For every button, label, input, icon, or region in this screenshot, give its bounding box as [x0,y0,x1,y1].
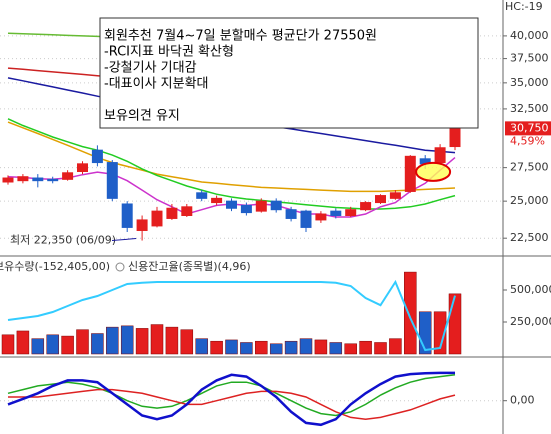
volume-bar [165,326,179,355]
y-tick-label: 37,500 [510,52,549,65]
volume-bar [120,325,134,355]
annotation-text: -대표이사 지분확대 [104,77,209,92]
volume-bar [269,343,283,355]
candle-body [270,200,282,211]
line-series [7,371,455,427]
annotation-box [99,17,479,129]
y-tick-label: 0,00 [510,394,535,407]
candle-body [389,192,401,199]
volume-bar [299,338,313,355]
volume-bar [225,339,238,355]
legend-marker [115,262,125,272]
candle-body [255,200,267,212]
volume-bar [255,340,268,355]
candle-body [77,163,88,172]
volume-bar [210,340,223,355]
volume-bar [31,338,45,355]
corner-label: HC:-19 [505,0,543,13]
low-arrow [111,238,137,242]
candle-body [285,209,297,219]
candle-body [315,213,327,221]
volume-bar [359,340,372,355]
candle-body [404,155,416,192]
volume-bar [106,326,119,355]
candle-body [375,195,386,204]
volume-bar [1,334,15,355]
candle-body [151,210,163,227]
y-tick-label: 250,000 [510,315,551,328]
candle-body [360,202,372,211]
candle-body [300,210,312,228]
candle-body [2,177,14,183]
volume-bar [314,339,328,355]
candle-body [181,206,193,217]
volume-bar [150,324,164,355]
line-series [7,118,456,210]
candle-body [32,177,44,182]
last-price-label: 30,750 [510,121,549,134]
y-tick-label: 40,000 [510,29,549,42]
candle-body [345,209,357,217]
candle-body [196,192,208,199]
volume-bar [344,343,357,355]
volume-bar [76,329,89,355]
annotation-text: 보유의견 유지 [104,109,180,124]
legend-text: 신용잔고율(종목별)(4,96) [128,260,251,273]
candle-body [240,204,252,214]
volume-bar [284,340,298,355]
candle-body [91,149,103,164]
volume-bar [180,329,194,355]
line-series [7,374,456,417]
candle-body [449,127,461,148]
legend-text: 보유수량(-152,405,00) [0,260,110,273]
annotation-text: 회원추천 7월4~7일 분할매수 평균단가 27550원 [104,29,377,44]
line-series [8,388,456,420]
volume-bar [91,333,104,355]
volume-bar [16,330,30,355]
y-tick-label: 22,500 [510,231,549,244]
volume-bar [195,338,208,355]
y-tick-label: 500,000 [510,283,551,296]
annotation-text: -RCI지표 바닥권 확산형 [104,45,234,60]
line-series [7,279,456,352]
volume-bar [448,293,462,355]
volume-bar [329,342,343,355]
volume-bar [389,338,402,355]
low-annotation: 최저 22,350 (06/09) [10,234,116,247]
candle-body [136,219,148,231]
candle-body [211,197,223,204]
candle-body [106,162,118,199]
candle-body [62,172,74,180]
y-tick-label: 32,500 [510,102,549,115]
line-series [7,121,456,193]
candle-body [330,210,342,217]
candle-body [226,200,237,209]
candle-body [17,176,29,182]
y-tick-label: 35,000 [510,76,549,89]
volume-bar [374,342,387,355]
volume-bar [61,335,74,355]
highlight-ellipse [415,161,452,182]
last-price-box [505,121,551,136]
volume-bar [404,271,417,355]
candle-body [434,147,446,164]
candle-body [166,207,178,219]
volume-bar [240,342,253,355]
annotation-text: -강철기사 기대감 [104,61,197,76]
candle-body [47,178,59,182]
change-label: 4,59% [510,134,545,147]
y-tick-label: 27,500 [510,161,549,174]
volume-bar [433,311,447,355]
volume-bar [135,328,149,355]
volume-bar [46,334,59,355]
candle-body [121,203,133,228]
y-tick-label: 25,000 [510,194,549,207]
